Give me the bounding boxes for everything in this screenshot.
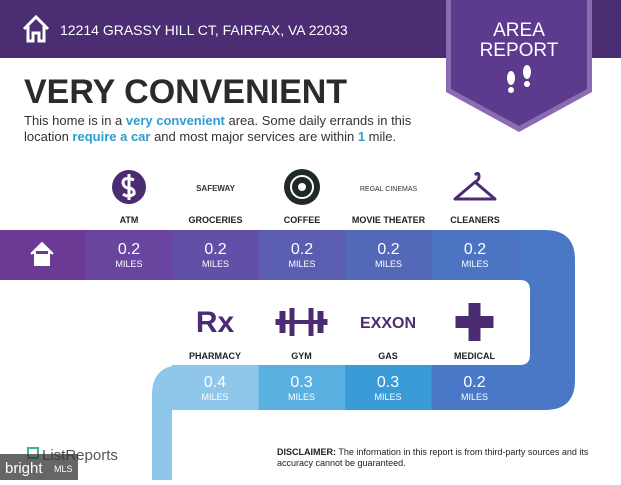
amenity-label: GAS [378,351,398,361]
logo: EXXON [360,315,416,332]
amenity-label: COFFEE [284,215,321,225]
unit: MILES [115,259,142,269]
icon [453,171,497,201]
icon [275,308,328,336]
text: and most major services are within [150,129,357,144]
unit: MILES [202,259,229,269]
icon [455,303,494,341]
highlight: very convenient [126,113,226,128]
description-line: This home is in a very convenient area. … [24,113,412,128]
distance: 0.2 [377,241,399,258]
amenity-label: CLEANERS [450,215,500,225]
icon [112,170,146,204]
icon: Rx [196,306,235,339]
description: This home is in a very convenient area. … [24,113,412,144]
cell [172,365,259,410]
home-icon [22,14,50,43]
icon [290,175,314,199]
unit: MILES [288,392,315,402]
amenity-label: GYM [291,351,312,361]
amenity-label: MOVIE THEATER [352,215,426,225]
distance: 0.2 [464,241,486,258]
cell [432,230,519,280]
cell [431,365,519,410]
icon [284,169,320,205]
unit: MILES [461,392,488,402]
amenity-label: MEDICAL [454,351,495,361]
text: This home is in a [24,113,126,128]
distance: 0.4 [204,374,226,391]
distance: 0.3 [290,374,312,391]
distance: 0.2 [291,241,313,258]
text: mile. [365,129,396,144]
amenities: ATM0.2MILESSAFEWAYGROCERIES0.2MILESCOFFE… [86,169,519,410]
icon [121,174,136,200]
watermark-box [0,454,78,480]
distance: 0.2 [463,374,485,391]
badge-line: AREA [493,20,545,41]
disclaimer-label: DISCLAIMER: [277,447,336,457]
unit: MILES [288,259,315,269]
cell [172,230,260,280]
cell [259,230,346,280]
cell [86,230,173,280]
text: area. Some daily errands in this [225,113,412,128]
amenity-label: PHARMACY [189,351,241,361]
distance: 0.2 [118,241,140,258]
watermark: bright [5,460,43,477]
icon: SAFEWAY [196,184,235,193]
logo: SAFEWAY [196,184,235,193]
icon [275,308,328,336]
amenity-label: ATM [120,215,139,225]
unit: MILES [375,259,402,269]
badge [451,0,587,126]
unit: MILES [461,259,488,269]
heading: VERY CONVENIENT [24,73,347,111]
disclaimer: DISCLAIMER: The information in this repo… [277,447,589,457]
distance: 0.2 [204,241,226,258]
logo: Rx [196,306,235,339]
unit: MILES [374,392,401,402]
icon: EXXON [360,315,416,332]
icon [453,171,497,201]
icon: REGAL CINEMAS [360,186,418,193]
logo: REGAL CINEMAS [360,186,418,193]
cell [258,365,346,410]
unit: MILES [201,392,228,402]
home-icon [30,241,54,266]
icon [455,303,494,341]
highlight: 1 [358,129,365,144]
highlight: require a car [72,129,150,144]
badge-line: REPORT [480,40,559,61]
disclaimer-text: The information in this report is from t… [336,447,589,457]
icon [298,183,306,191]
disclaimer: accuracy cannot be guaranteed. [277,458,406,468]
cell [345,365,432,410]
watermark-sub: MLS [54,464,73,474]
address: 12214 GRASSY HILL CT, FAIRFAX, VA 22033 [60,22,348,38]
text: location [24,129,72,144]
distance: 0.3 [377,374,399,391]
cell [345,230,433,280]
footprints [507,65,531,93]
description-line: location require a car and most major se… [24,129,396,144]
amenity-label: GROCERIES [188,215,242,225]
